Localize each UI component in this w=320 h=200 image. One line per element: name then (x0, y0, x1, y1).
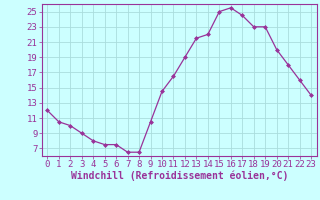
X-axis label: Windchill (Refroidissement éolien,°C): Windchill (Refroidissement éolien,°C) (70, 171, 288, 181)
